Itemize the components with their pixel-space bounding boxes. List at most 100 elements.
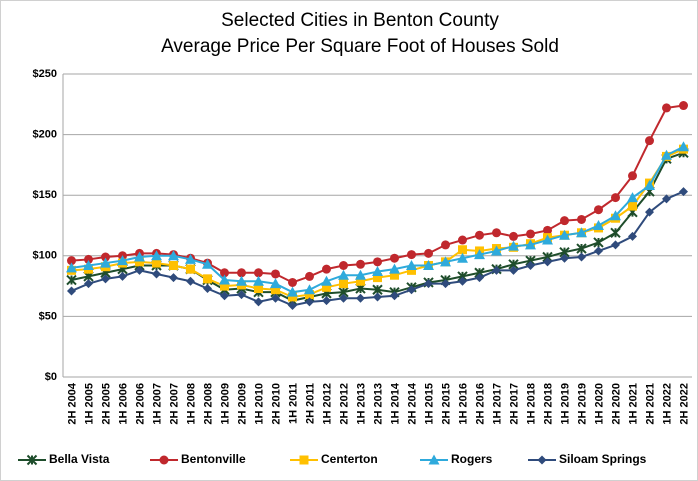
marker [84, 254, 93, 264]
marker [339, 279, 348, 289]
marker [577, 252, 586, 262]
marker [372, 266, 383, 277]
x-tick-label: 1H 2022 [661, 383, 673, 425]
x-tick-label: 1H 2015 [423, 383, 435, 425]
x-tick-label: 1H 2008 [185, 383, 197, 425]
marker [593, 220, 604, 230]
marker [339, 260, 348, 270]
x-tick-label: 2H 2006 [134, 383, 146, 425]
marker [537, 455, 547, 465]
marker [185, 253, 196, 264]
marker [628, 231, 637, 241]
x-tick-label: 2H 2014 [406, 382, 418, 424]
marker [270, 278, 281, 289]
marker [474, 249, 485, 260]
marker [542, 234, 553, 245]
marker [305, 297, 314, 307]
marker [168, 250, 179, 261]
x-tick-label: 1H 2016 [457, 383, 469, 425]
marker [423, 259, 434, 270]
marker [236, 275, 247, 286]
marker [356, 293, 365, 303]
marker [288, 292, 297, 302]
marker [406, 259, 417, 270]
marker [287, 286, 298, 297]
marker [526, 229, 535, 239]
x-tick-label: 1H 2005 [83, 383, 95, 425]
x-tick-label: 2H 2012 [338, 383, 350, 425]
y-tick-label: $0 [45, 371, 57, 383]
x-tick-label: 2H 2019 [576, 383, 588, 425]
marker [203, 284, 212, 294]
marker [288, 277, 297, 287]
marker [305, 290, 314, 300]
marker [135, 257, 144, 267]
x-tick-label: 2H 2021 [644, 383, 656, 425]
marker [389, 263, 400, 274]
marker [66, 262, 77, 273]
marker [390, 253, 399, 263]
marker [84, 279, 93, 289]
x-tick-label: 1H 2007 [151, 383, 163, 425]
marker [356, 259, 365, 269]
marker [390, 291, 399, 301]
marker [407, 250, 416, 260]
marker [100, 257, 111, 268]
marker [135, 265, 144, 275]
legend-label: Centerton [321, 452, 378, 466]
marker [407, 265, 416, 275]
x-tick-label: 1H 2018 [525, 383, 537, 425]
marker [440, 256, 451, 267]
legend-label: Siloam Springs [559, 452, 647, 466]
marker [118, 271, 127, 281]
x-tick-label: 2H 2018 [542, 383, 554, 425]
legend-label: Bella Vista [49, 452, 110, 466]
marker [679, 101, 688, 111]
marker [679, 187, 688, 197]
marker [424, 279, 433, 289]
marker [526, 260, 535, 270]
marker [373, 257, 382, 267]
marker [237, 268, 246, 278]
y-tick-label: $150 [33, 189, 57, 201]
marker [219, 274, 230, 285]
chart-subtitle: Average Price Per Square Foot of Houses … [161, 36, 559, 57]
marker [356, 276, 365, 286]
marker [560, 253, 569, 263]
marker [509, 265, 518, 275]
marker [152, 269, 161, 279]
marker [594, 246, 603, 256]
marker [560, 216, 569, 226]
y-tick-label: $200 [33, 129, 57, 141]
marker [611, 193, 620, 203]
marker [186, 276, 195, 286]
marker [66, 274, 77, 286]
marker [458, 245, 467, 255]
marker [457, 252, 468, 263]
x-tick-label: 1H 2021 [627, 383, 639, 425]
marker [254, 297, 263, 307]
y-tick-label: $100 [33, 250, 57, 262]
x-tick-label: 2H 2013 [372, 383, 384, 425]
x-tick-label: 2H 2016 [474, 383, 486, 425]
marker [339, 293, 348, 303]
marker [67, 256, 76, 266]
marker [322, 296, 331, 306]
x-tick-label: 1H 2006 [117, 383, 129, 425]
marker [627, 192, 638, 203]
marker [305, 271, 314, 281]
marker [628, 201, 637, 211]
x-tick-label: 1H 2017 [491, 383, 503, 425]
marker [390, 270, 399, 280]
x-tick-label: 1H 2009 [219, 383, 231, 425]
marker [645, 207, 654, 217]
marker [237, 290, 246, 300]
marker [491, 245, 502, 256]
marker [509, 231, 518, 241]
marker [543, 225, 552, 235]
x-tick-label: 1H 2014 [389, 382, 401, 424]
marker [203, 274, 212, 284]
x-tick-label: 2H 2009 [236, 383, 248, 425]
